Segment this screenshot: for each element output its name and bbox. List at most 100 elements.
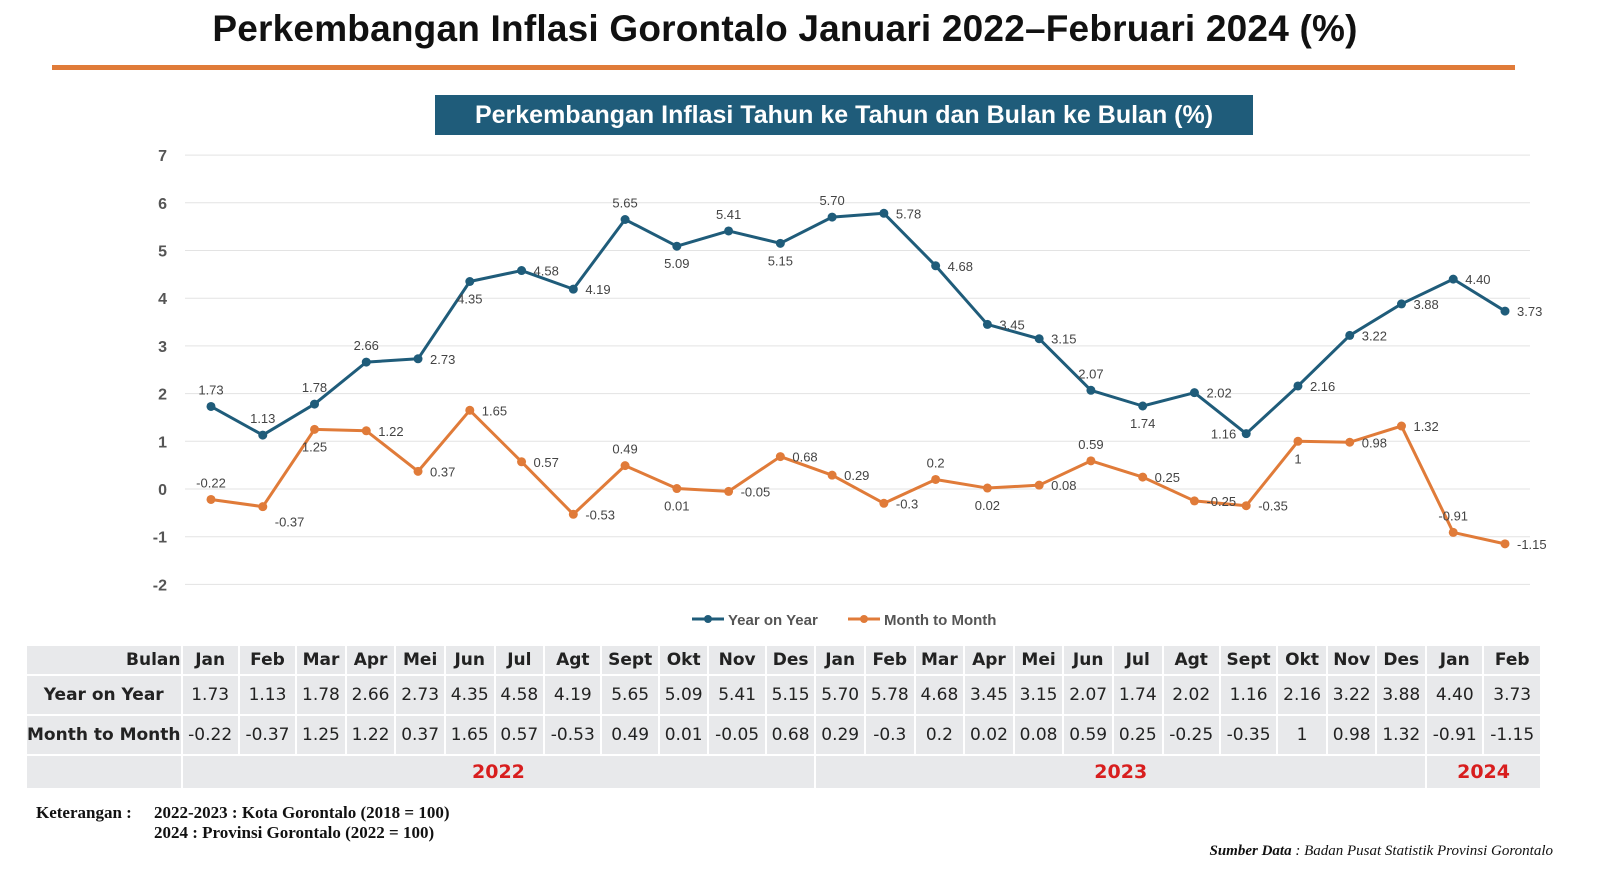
month-header: Mei (396, 646, 444, 674)
data-label: 0.29 (844, 468, 869, 483)
data-label: 0.08 (1051, 478, 1076, 493)
year-cell: 2022 (182, 756, 815, 788)
mtm-cell: 0.49 (602, 716, 658, 754)
data-point (775, 452, 785, 462)
month-header: Sept (1220, 646, 1277, 674)
yoy-cell: 5.41 (709, 676, 765, 714)
month-header: Nov (709, 646, 765, 674)
year-row-blank (27, 756, 181, 788)
data-label: 5.70 (819, 193, 844, 208)
data-point (465, 405, 475, 415)
yoy-cell: 1.13 (239, 676, 296, 714)
y-tick-label: 1 (158, 434, 167, 451)
mtm-cell: 0.37 (396, 716, 444, 754)
data-label: 0.37 (430, 464, 455, 479)
data-point (1500, 306, 1510, 316)
data-label: 1.13 (250, 411, 275, 426)
note-line-1: 2022-2023 : Kota Gorontalo (2018 = 100) (154, 803, 450, 822)
yoy-cell: 4.58 (495, 676, 544, 714)
legend-label: Month to Month (884, 612, 996, 629)
data-label: 4.19 (585, 282, 610, 297)
y-tick-label: 2 (158, 387, 167, 404)
data-point (1138, 472, 1148, 482)
yoy-cell: 2.73 (396, 676, 444, 714)
y-tick-label: 5 (158, 244, 167, 261)
data-point (1086, 385, 1096, 395)
month-header: Nov (1327, 646, 1376, 674)
source-text: : Badan Pusat Statistik Provinsi Goronta… (1291, 843, 1553, 859)
note-label: Keterangan : (36, 803, 132, 822)
data-point (931, 261, 941, 271)
data-point (310, 424, 320, 434)
yoy-cell: 4.35 (445, 676, 494, 714)
data-label: 1.25 (302, 439, 327, 454)
data-label: 2.07 (1078, 366, 1103, 381)
month-header: Okt (1278, 646, 1326, 674)
data-point (1086, 456, 1096, 466)
month-header: Feb (865, 646, 914, 674)
mtm-cell: 0.2 (915, 716, 964, 754)
y-tick-label: 0 (158, 482, 167, 499)
mtm-cell: 1.25 (297, 716, 345, 754)
yoy-cell: 3.15 (1014, 676, 1063, 714)
yoy-cell: 4.19 (545, 676, 601, 714)
mtm-cell: 1.22 (346, 716, 395, 754)
note-line-2: 2024 : Provinsi Gorontalo (2022 = 100) (154, 823, 435, 842)
y-tick-label: -1 (153, 530, 167, 547)
data-label: 0.68 (792, 450, 817, 465)
series-line-yoy (210, 211, 1506, 437)
data-label: 1.22 (378, 424, 403, 439)
data-label: -0.3 (896, 496, 918, 511)
data-point (724, 226, 734, 236)
data-point (827, 212, 837, 222)
data-label: 1.74 (1130, 416, 1155, 431)
yoy-cell: 1.78 (297, 676, 345, 714)
yoy-cell: 4.40 (1427, 676, 1483, 714)
month-header: Feb (1484, 646, 1540, 674)
data-label: 3.22 (1362, 328, 1387, 343)
data-point (1396, 421, 1406, 431)
yoy-cell: 3.45 (965, 676, 1013, 714)
month-header: Jul (495, 646, 544, 674)
month-header: Agt (545, 646, 601, 674)
data-point (879, 498, 889, 508)
mtm-cell: 0.08 (1014, 716, 1063, 754)
data-point (568, 509, 578, 519)
data-label: 0.2 (927, 455, 945, 470)
data-label: -0.35 (1258, 499, 1288, 514)
data-label: 4.35 (457, 292, 482, 307)
data-point (517, 457, 527, 467)
mtm-cell: -0.37 (239, 716, 296, 754)
data-point (1345, 437, 1355, 447)
month-header: Feb (239, 646, 296, 674)
month-header: Jul (1113, 646, 1162, 674)
data-point (1138, 401, 1148, 411)
yoy-cell: 5.15 (766, 676, 815, 714)
data-point (1293, 381, 1303, 391)
data-label: 1 (1294, 451, 1301, 466)
table-row-mtm: Month to Month -0.22 -0.37 1.25 1.22 0.37 1.6… (27, 716, 1540, 754)
mtm-cell: 1 (1278, 716, 1326, 754)
month-header: Jan (182, 646, 238, 674)
data-label: 0.57 (534, 455, 559, 470)
mtm-cell: -1.15 (1484, 716, 1540, 754)
mtm-cell: 0.68 (766, 716, 815, 754)
data-point (1500, 539, 1510, 549)
data-point (568, 284, 578, 294)
yoy-cell: 2.16 (1278, 676, 1326, 714)
data-label: 0.49 (612, 442, 637, 457)
mtm-cell: -0.3 (865, 716, 914, 754)
yoy-cell: 5.70 (816, 676, 864, 714)
mtm-cell: -0.05 (709, 716, 765, 754)
data-point (1293, 436, 1303, 446)
note: Keterangan : 2022-2023 : Kota Gorontalo (… (36, 803, 450, 843)
mtm-cell: -0.53 (545, 716, 601, 754)
data-label: -0.05 (741, 484, 771, 499)
data-label: 3.88 (1413, 297, 1438, 312)
data-label: -0.22 (196, 475, 226, 490)
data-point (931, 474, 941, 484)
data-point (258, 502, 268, 512)
yoy-cell: 5.78 (865, 676, 914, 714)
month-header: Okt (659, 646, 708, 674)
data-label: 0.59 (1078, 437, 1103, 452)
